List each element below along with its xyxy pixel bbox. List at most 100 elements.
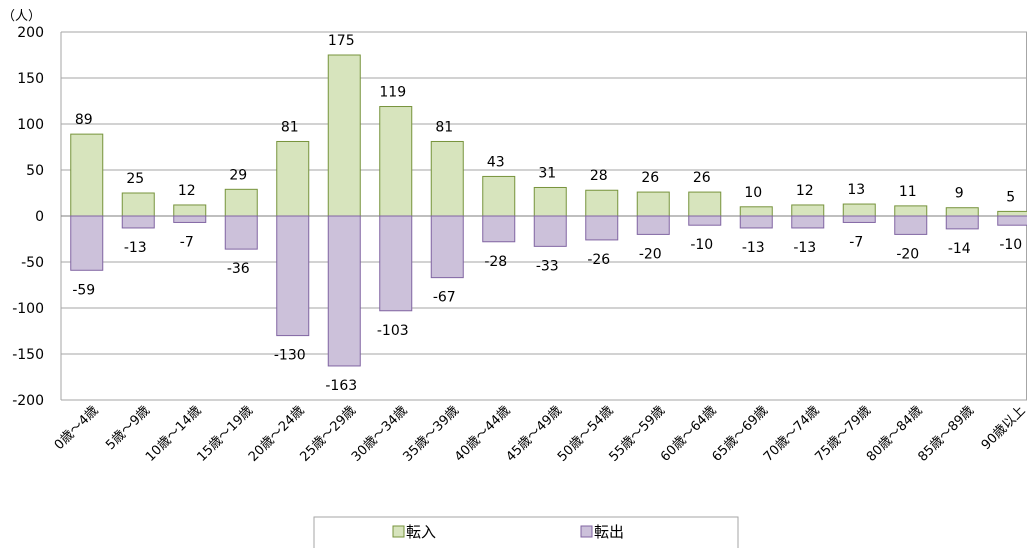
data-label-outflow: -59 bbox=[72, 282, 95, 298]
data-label-inflow: 25 bbox=[126, 171, 144, 187]
y-tick-label: 100 bbox=[17, 117, 44, 133]
data-label-inflow: 5 bbox=[1006, 189, 1015, 205]
bars bbox=[70, 54, 1027, 367]
data-label-outflow: -7 bbox=[180, 234, 194, 250]
data-label-inflow: 26 bbox=[693, 170, 711, 186]
x-tick-label: 0歳～4歳 bbox=[52, 403, 102, 453]
bar-outflow bbox=[636, 215, 670, 235]
data-label-inflow: 31 bbox=[538, 165, 556, 181]
bar-inflow bbox=[533, 186, 567, 217]
bar-inflow bbox=[842, 203, 876, 217]
bar-outflow bbox=[482, 215, 516, 243]
data-label-inflow: 175 bbox=[328, 33, 355, 49]
data-label-inflow: 10 bbox=[744, 185, 762, 201]
bar-inflow bbox=[224, 188, 258, 217]
bar-outflow bbox=[585, 215, 619, 241]
legend-swatch-inflow bbox=[392, 525, 405, 538]
y-tick-label: 50 bbox=[26, 163, 44, 179]
data-label-outflow: -20 bbox=[896, 246, 919, 262]
data-label-inflow: 12 bbox=[796, 183, 814, 199]
y-axis-ticks: 200 150 100 50 0 -50 -100 -150 -200 bbox=[12, 25, 44, 409]
bar-outflow bbox=[276, 215, 310, 337]
data-label-outflow: -7 bbox=[849, 234, 863, 250]
bar-inflow bbox=[276, 140, 310, 217]
bar-outflow bbox=[173, 215, 207, 223]
x-axis-labels: 0歳～4歳 5歳～9歳10歳～14歳15歳～19歳20歳～24歳25歳～29歳30… bbox=[52, 403, 1027, 465]
data-label-outflow: -33 bbox=[536, 258, 559, 274]
y-tick-label: -200 bbox=[12, 393, 44, 409]
x-tick-label: 90歳以上 bbox=[979, 403, 1027, 453]
bar-outflow bbox=[688, 215, 722, 226]
data-label-outflow: -10 bbox=[999, 237, 1022, 253]
data-label-inflow: 81 bbox=[435, 119, 453, 135]
bar-inflow bbox=[379, 106, 413, 217]
data-label-inflow: 81 bbox=[281, 119, 299, 135]
y-tick-label: 200 bbox=[17, 25, 44, 41]
y-tick-label: 0 bbox=[35, 209, 44, 225]
bar-outflow bbox=[997, 215, 1027, 226]
data-label-outflow: -103 bbox=[377, 323, 409, 339]
bar-inflow bbox=[997, 210, 1027, 217]
y-tick-label: -50 bbox=[21, 255, 44, 271]
bar-outflow bbox=[70, 215, 104, 271]
bar-outflow bbox=[739, 215, 773, 229]
legend-box bbox=[313, 516, 739, 548]
data-label-outflow: -67 bbox=[433, 290, 456, 306]
legend-swatch-outflow bbox=[580, 525, 593, 538]
data-label-inflow: 9 bbox=[955, 186, 964, 202]
bar-outflow bbox=[533, 215, 567, 247]
bar-inflow bbox=[688, 191, 722, 217]
bar-outflow bbox=[945, 215, 979, 230]
legend-label-outflow: 転出 bbox=[594, 523, 624, 541]
bar-outflow bbox=[791, 215, 825, 229]
bar-inflow bbox=[945, 207, 979, 217]
bar-inflow bbox=[173, 204, 207, 217]
data-label-outflow: -14 bbox=[948, 241, 971, 257]
data-labels: 89-5925-1312-729-3681-130175-163119-1038… bbox=[72, 33, 1022, 394]
bar-outflow bbox=[894, 215, 928, 235]
y-tick-label: -150 bbox=[12, 347, 44, 363]
data-label-inflow: 43 bbox=[487, 154, 505, 170]
bar-outflow bbox=[327, 215, 361, 367]
bar-outflow bbox=[430, 215, 464, 279]
data-label-outflow: -163 bbox=[325, 378, 357, 394]
data-label-outflow: -13 bbox=[793, 240, 816, 256]
data-label-outflow: -20 bbox=[639, 246, 662, 262]
bar-inflow bbox=[585, 189, 619, 217]
data-label-outflow: -13 bbox=[742, 240, 765, 256]
data-label-inflow: 29 bbox=[229, 167, 247, 183]
data-label-outflow: -10 bbox=[690, 237, 713, 253]
bar-inflow bbox=[482, 175, 516, 217]
data-label-inflow: 89 bbox=[75, 112, 93, 128]
y-tick-label: -100 bbox=[12, 301, 44, 317]
bar-outflow bbox=[121, 215, 155, 229]
data-label-outflow: -13 bbox=[124, 240, 147, 256]
y-tick-label: 150 bbox=[17, 71, 44, 87]
bar-inflow bbox=[636, 191, 670, 217]
legend: 転入 転出 bbox=[313, 516, 739, 548]
bar-inflow bbox=[327, 54, 361, 217]
data-label-inflow: 12 bbox=[178, 183, 196, 199]
bar-outflow bbox=[379, 215, 413, 312]
legend-label-inflow: 転入 bbox=[406, 523, 436, 541]
bar-inflow bbox=[791, 204, 825, 217]
bar-inflow bbox=[121, 192, 155, 217]
x-tick-label: 85歳～89歳 bbox=[915, 403, 977, 465]
bar-inflow bbox=[430, 140, 464, 217]
data-label-inflow: 26 bbox=[641, 170, 659, 186]
data-label-inflow: 11 bbox=[899, 184, 917, 200]
x-tick-label: 5歳～9歳 bbox=[103, 403, 153, 453]
data-label-inflow: 28 bbox=[590, 168, 608, 184]
y-axis-unit-label: （人） bbox=[2, 9, 41, 24]
bar-inflow bbox=[70, 133, 104, 217]
data-label-outflow: -130 bbox=[274, 348, 306, 364]
data-label-outflow: -26 bbox=[587, 252, 610, 268]
bar-inflow bbox=[739, 206, 773, 217]
data-label-inflow: 13 bbox=[847, 182, 865, 198]
bar-inflow bbox=[894, 205, 928, 217]
bar-outflow bbox=[842, 215, 876, 223]
data-label-inflow: 119 bbox=[379, 85, 406, 101]
bar-outflow bbox=[224, 215, 258, 250]
data-label-outflow: -36 bbox=[227, 261, 250, 277]
